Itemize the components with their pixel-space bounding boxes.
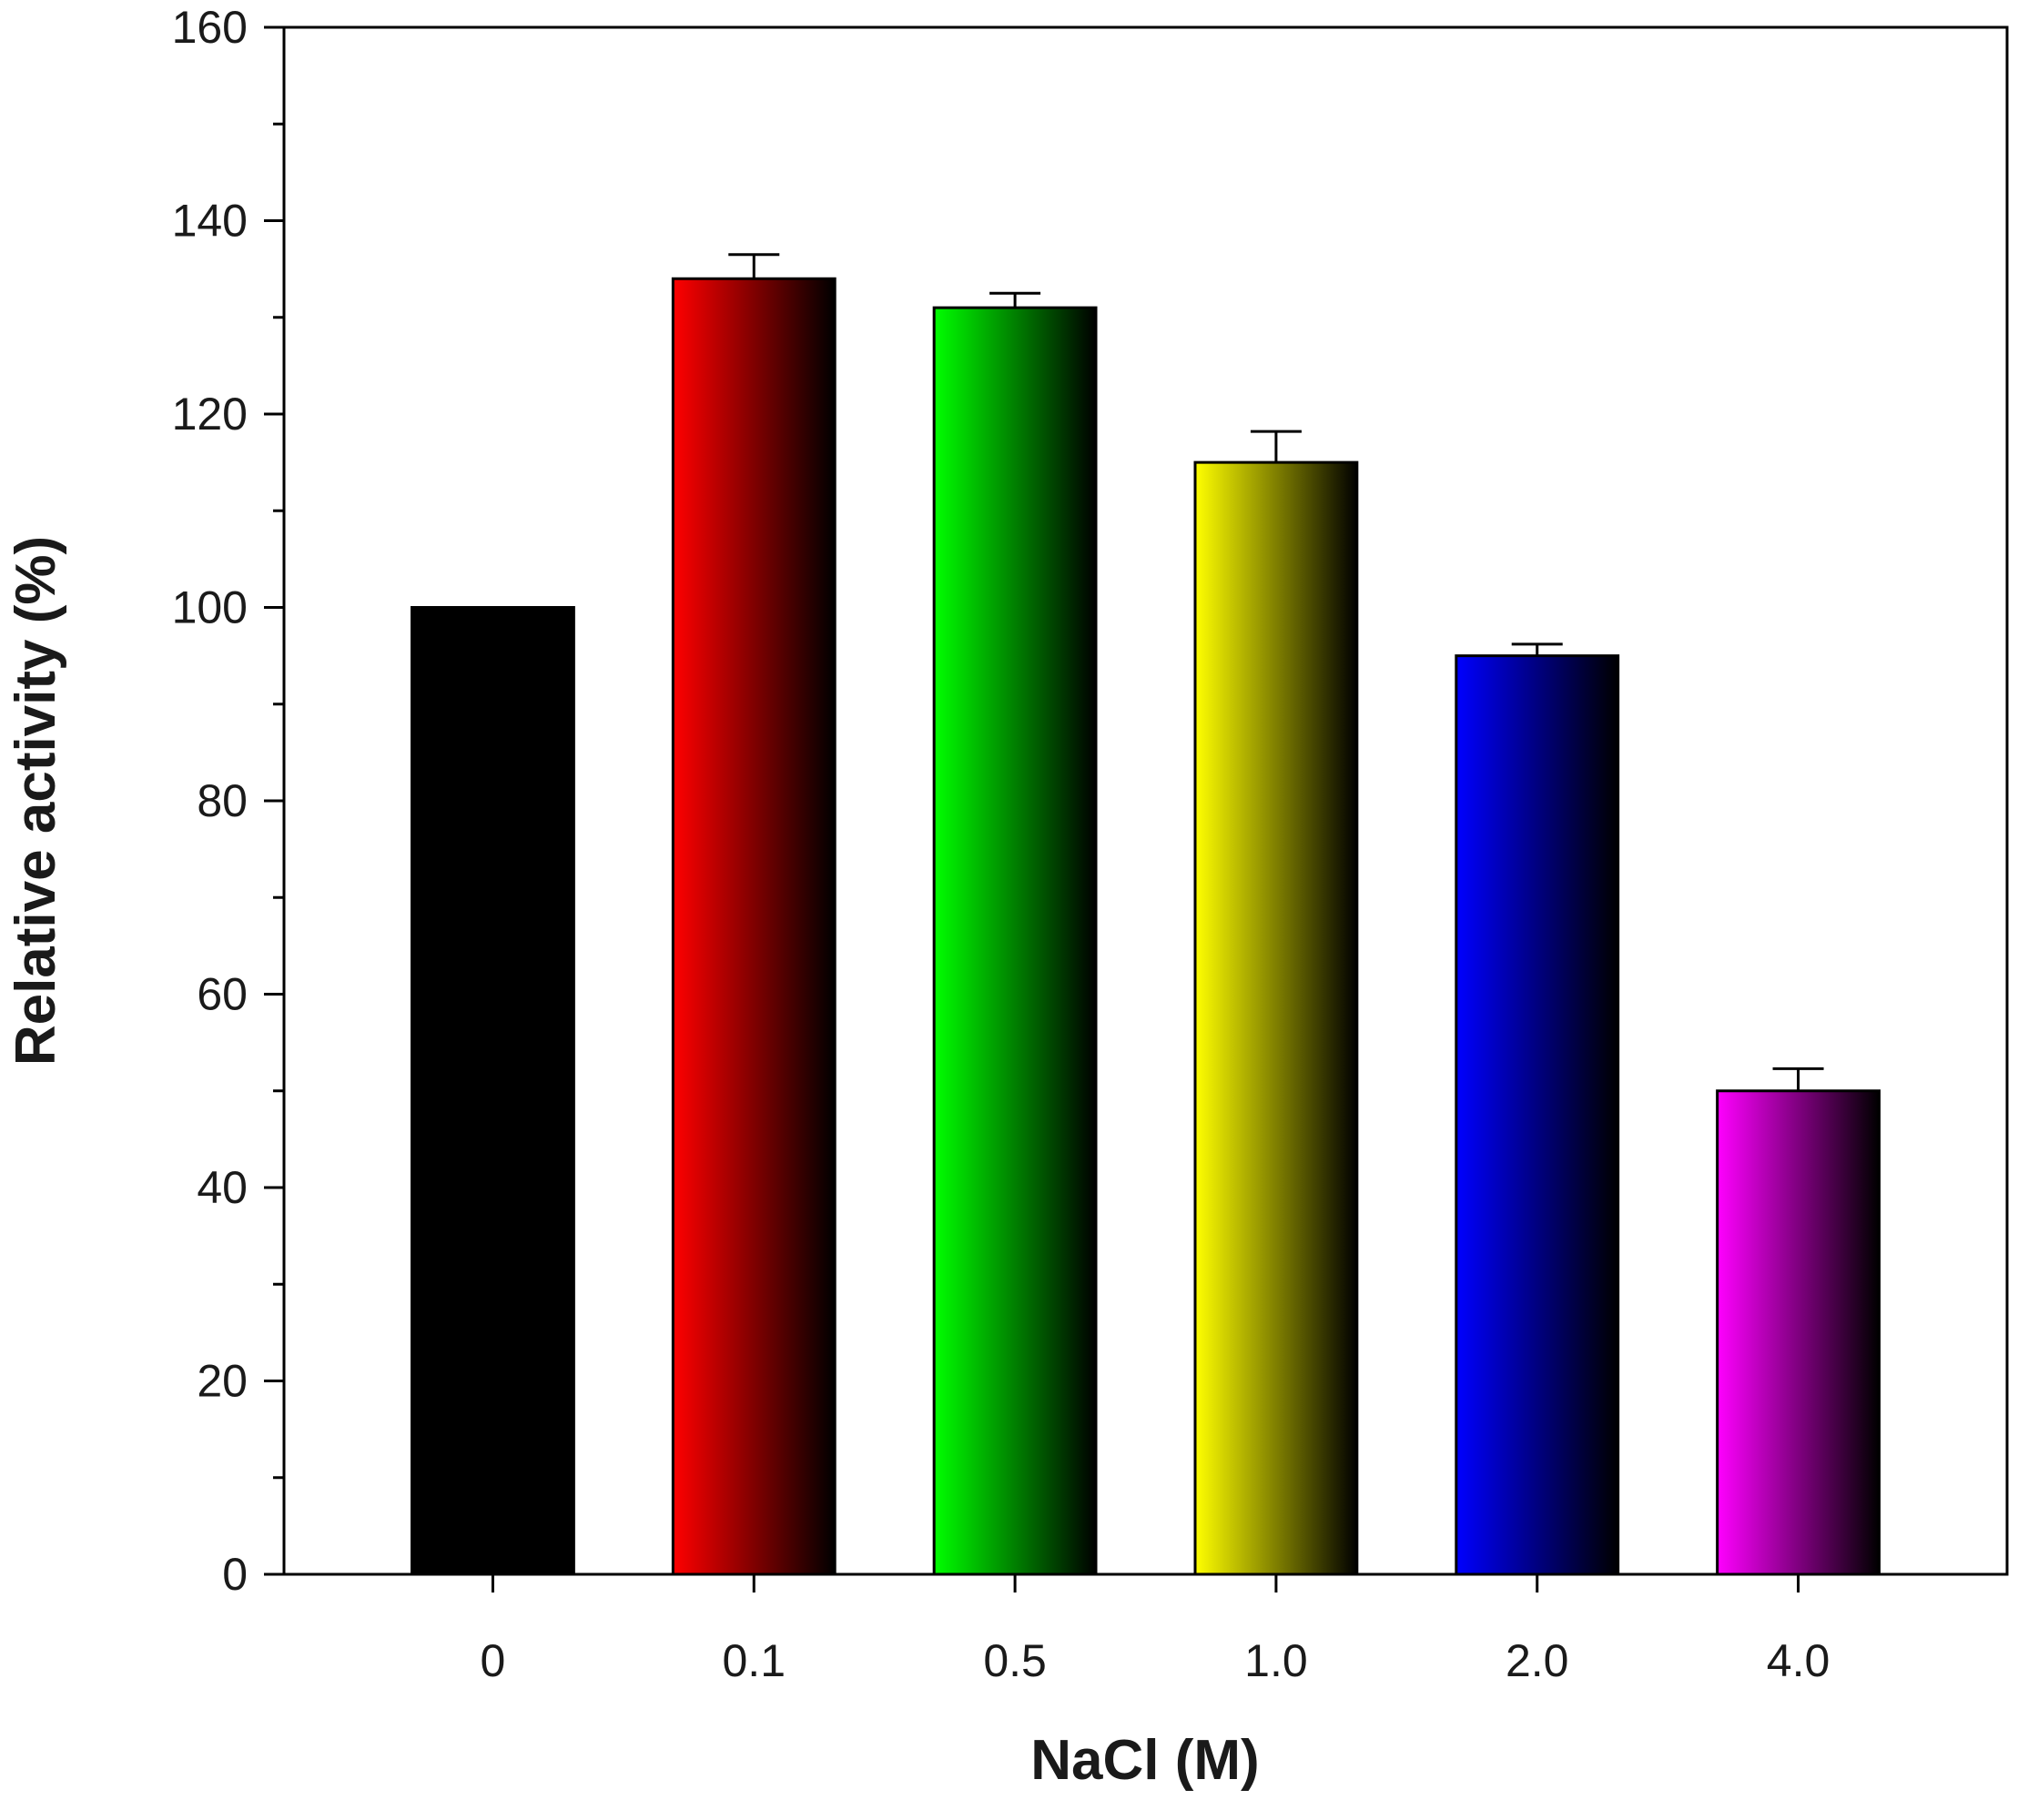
x-tick-label-4.0: 4.0: [1767, 1635, 1830, 1686]
bar-4.0: [1716, 1089, 1881, 1576]
y-tick-label-80: 80: [197, 775, 248, 826]
bar-0.1: [671, 277, 837, 1576]
y-tick-label-100: 100: [172, 582, 248, 633]
x-axis: 0 0.1 0.5 1.0 2.0 4.0: [481, 1574, 1830, 1686]
y-tick-label-160: 160: [172, 2, 248, 53]
y-tick-label-60: 60: [197, 969, 248, 1020]
bar-2.0: [1455, 654, 1620, 1576]
bars-layer: [411, 277, 1881, 1576]
x-tick-label-1.0: 1.0: [1244, 1635, 1308, 1686]
bar-0.5: [932, 306, 1098, 1576]
y-tick-label-20: 20: [197, 1356, 248, 1407]
bar-1.0: [1193, 460, 1359, 1576]
y-tick-label-0: 0: [222, 1549, 248, 1600]
error-bars-layer: [728, 253, 1824, 1091]
x-tick-label-0.1: 0.1: [723, 1635, 786, 1686]
y-tick-label-140: 140: [172, 196, 248, 247]
x-tick-label-0: 0: [481, 1635, 506, 1686]
x-axis-title: NaCl (M): [1030, 1729, 1259, 1792]
y-axis: 0 20 40 60 80 100 120 140 160: [172, 2, 284, 1600]
x-tick-label-2.0: 2.0: [1506, 1635, 1569, 1686]
bar-0: [411, 606, 575, 1576]
y-tick-label-40: 40: [197, 1162, 248, 1213]
x-tick-label-0.5: 0.5: [983, 1635, 1047, 1686]
y-tick-label-120: 120: [172, 389, 248, 440]
y-axis-title: Relative activity (%): [5, 536, 67, 1066]
